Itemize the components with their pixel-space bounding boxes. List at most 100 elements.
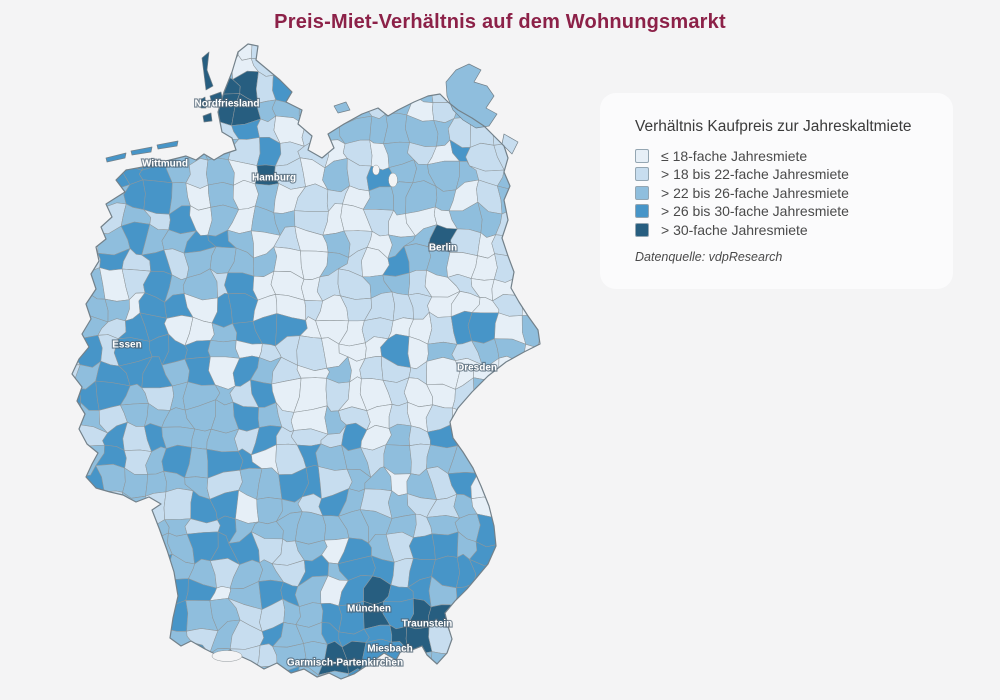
district-cell (539, 378, 540, 412)
district-cell (500, 444, 520, 475)
district-cell (72, 49, 79, 75)
district-cell (359, 69, 392, 94)
city-label: Wittmund (142, 159, 188, 170)
district-cell (449, 407, 478, 430)
district-cell (251, 665, 281, 679)
district-cell (405, 44, 431, 61)
district-cell (515, 113, 540, 142)
district-cell (72, 356, 81, 389)
district-cell (120, 580, 147, 609)
district-cell (207, 44, 240, 56)
district-cell (228, 666, 258, 679)
page-title: Preis-Miet-Verhältnis auf dem Wohnungsma… (274, 11, 726, 33)
district-cell (99, 69, 126, 96)
district-cell (517, 641, 540, 670)
district-cell (501, 383, 520, 409)
legend-item: > 30-fache Jahresmiete (635, 222, 919, 238)
legend-items: ≤ 18-fache Jahresmiete > 18 bis 22-fache… (635, 148, 919, 238)
district-cell (75, 491, 107, 516)
district-cell (325, 54, 351, 73)
district-cell (535, 113, 540, 145)
district-cell (381, 69, 418, 100)
district-cell (72, 599, 101, 635)
district-cell (77, 533, 101, 565)
district-cell (123, 44, 151, 63)
district-cell (206, 428, 239, 453)
district-cell (123, 554, 149, 588)
district-cell (518, 485, 540, 518)
district-cell (536, 94, 540, 121)
island (156, 140, 179, 150)
district-cell (516, 48, 539, 75)
district-cell (76, 667, 108, 679)
district-cell (514, 136, 540, 170)
district-cell (496, 399, 527, 432)
district-cell (475, 513, 504, 548)
district-cell (142, 179, 173, 215)
country-outline (71, 43, 541, 680)
lake (388, 172, 398, 188)
district-cell (521, 315, 540, 348)
district-cell (516, 253, 540, 278)
district-cell (232, 180, 259, 210)
district-cell (77, 44, 104, 61)
district-cell (339, 115, 373, 145)
district-cell (186, 117, 212, 148)
district-cell (80, 180, 106, 208)
district-cell (337, 70, 363, 98)
district-cell (72, 446, 85, 477)
district-cell (361, 671, 387, 679)
district-cell (323, 67, 351, 104)
district-cell (72, 115, 85, 149)
district-cell (72, 581, 77, 607)
district-cell (298, 101, 325, 126)
district-cell (72, 533, 82, 565)
legend-item: > 18 bis 22-fache Jahresmiete (635, 166, 919, 182)
district-cell (319, 96, 340, 127)
city-label: München (347, 604, 391, 615)
district-cell (451, 44, 482, 60)
district-cell (72, 556, 78, 585)
district-cell (360, 44, 394, 60)
district-cell (501, 531, 526, 568)
legend-swatch (635, 204, 649, 219)
district-cell (98, 44, 127, 61)
district-cell (119, 92, 151, 116)
legend-title: Verhältnis Kaufpreis zur Jahreskaltmiete (635, 118, 912, 135)
district-cell (316, 44, 350, 59)
district-cell (299, 44, 329, 57)
district-cell (184, 53, 219, 78)
district-cell (447, 601, 483, 628)
district-cell (516, 360, 540, 385)
district-cell (409, 533, 436, 560)
district-cell (433, 665, 459, 679)
district-cell (493, 253, 521, 283)
district-cell (513, 403, 540, 431)
district-cell (499, 564, 526, 589)
lake (211, 650, 243, 662)
district-cell (72, 159, 83, 192)
district-cell (453, 644, 478, 673)
legend-item-label: > 22 bis 26-fache Jahresmiete (661, 184, 849, 201)
district-cell (499, 69, 524, 99)
district-cell (469, 399, 504, 433)
district-cell (166, 94, 196, 127)
district-cell (495, 641, 523, 669)
district-cell (539, 180, 540, 213)
district-cell (72, 385, 82, 410)
district-cell (490, 598, 526, 624)
district-cell (139, 600, 171, 631)
district-cell (514, 160, 540, 188)
district-cell (519, 184, 540, 216)
district-cell (538, 487, 540, 518)
district-cell (100, 673, 127, 679)
district-cell (513, 378, 540, 410)
district-cell (453, 665, 478, 679)
district-cell (543, 669, 568, 693)
legend-swatch (635, 148, 649, 163)
district-cell (516, 210, 540, 238)
district-cell (72, 646, 85, 669)
city-labels: Nordfriesland Wittmund Hamburg Berlin Essen D… (111, 97, 498, 669)
district-cell (514, 271, 540, 296)
district-cell (79, 642, 104, 674)
